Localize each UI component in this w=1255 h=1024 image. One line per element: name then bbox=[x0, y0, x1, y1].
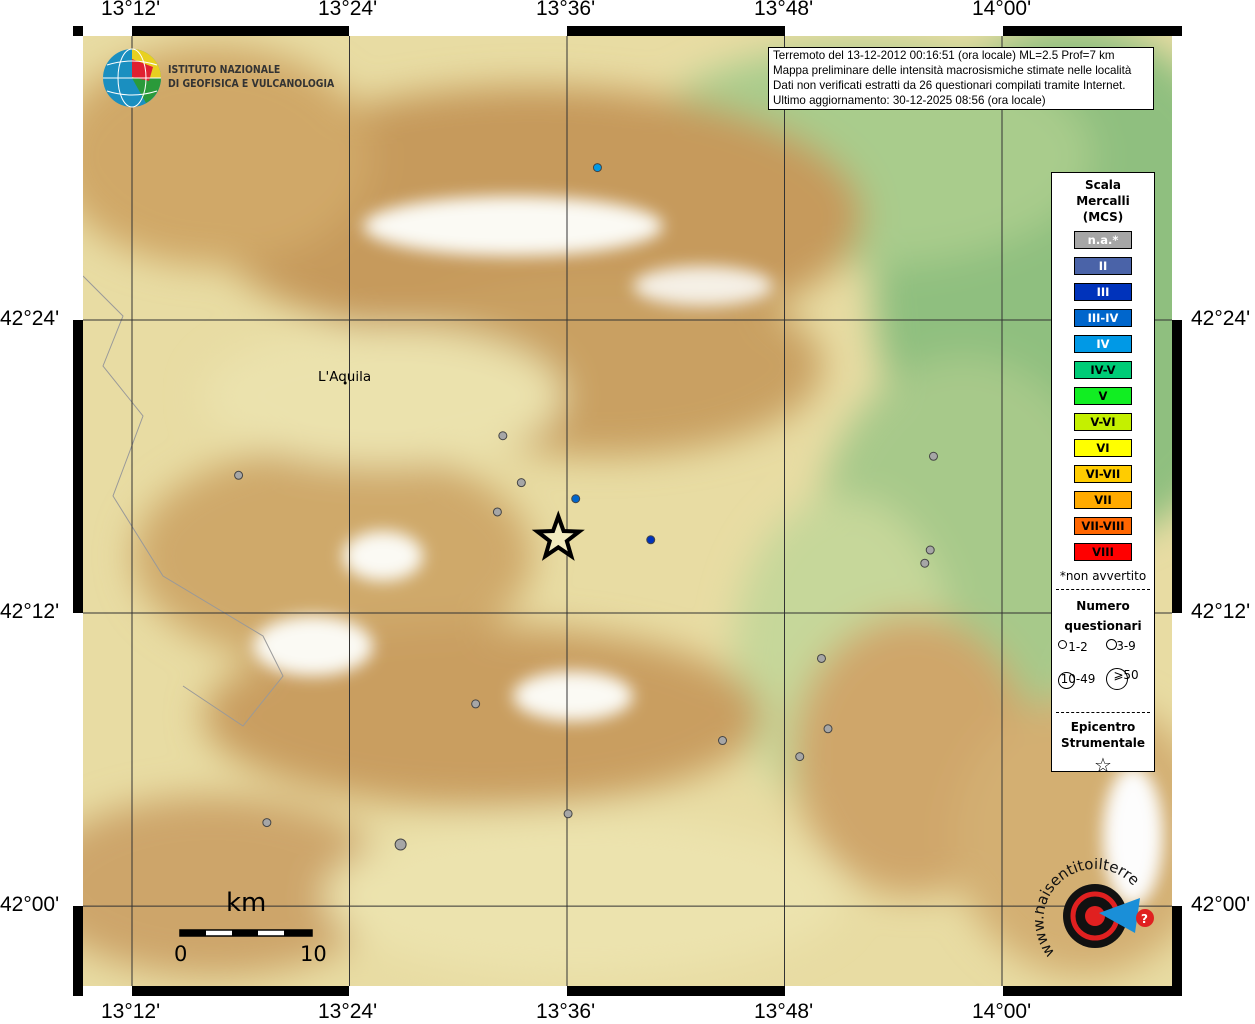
lon-tick-top: 13°48' bbox=[754, 0, 814, 20]
intensity-swatch: VI-VII bbox=[1074, 465, 1132, 483]
observation-point bbox=[516, 478, 526, 488]
event-line: Terremoto del 13-12-2012 00:16:51 (ora l… bbox=[773, 49, 1115, 62]
terrain bbox=[83, 36, 1172, 986]
lon-tick-bottom: 14°00' bbox=[972, 1000, 1032, 1023]
observation-point bbox=[920, 558, 930, 568]
observation-point bbox=[592, 163, 602, 173]
observation-point bbox=[563, 809, 573, 819]
frame-segment bbox=[83, 986, 132, 996]
lon-tick-bottom: 13°36' bbox=[536, 1000, 596, 1023]
observation-point bbox=[646, 535, 656, 545]
intensity-swatch: VII-VIII bbox=[1074, 517, 1132, 535]
lon-tick-top: 13°12' bbox=[101, 0, 161, 20]
scalebar-min: 0 bbox=[174, 942, 188, 966]
intensity-swatch: III-IV bbox=[1074, 309, 1132, 327]
event-info-box: Terremoto del 13-12-2012 00:16:51 (ora l… bbox=[768, 47, 1154, 110]
svg-text:?: ? bbox=[1141, 912, 1148, 926]
frame-segment bbox=[349, 986, 567, 996]
size-circle-icon bbox=[1106, 639, 1117, 650]
star-icon: ☆ bbox=[1094, 753, 1112, 777]
epicenter-title: Epicentro Strumentale bbox=[1060, 720, 1146, 750]
lon-tick-bottom: 13°48' bbox=[754, 1000, 814, 1023]
haisentitoilterremoto-logo[interactable]: www.haisentitoilterremoto.it ? bbox=[1035, 858, 1160, 976]
count-sizes: 1-2 3-9 10-49 ⩾50 bbox=[1052, 636, 1154, 706]
lat-tick-left: 42°24' bbox=[0, 307, 60, 330]
data-note: Dati non verificati estratti da 26 quest… bbox=[773, 79, 1126, 92]
intensity-swatch: V bbox=[1074, 387, 1132, 405]
legend-note: *non avvertito bbox=[1059, 569, 1147, 583]
size-circle-icon bbox=[1058, 672, 1075, 689]
frame-segment bbox=[785, 26, 1003, 36]
lon-tick-top: 13°24' bbox=[318, 0, 378, 20]
intensity-swatch: IV bbox=[1074, 335, 1132, 353]
ingv-name: ISTITUTO NAZIONALE DI GEOFISICA E VULCANO… bbox=[168, 63, 335, 90]
observation-point bbox=[928, 451, 938, 461]
scalebar bbox=[179, 929, 313, 937]
count-label: 3-9 bbox=[1116, 639, 1136, 653]
legend: Scala Mercalli (MCS) n.a.* II III III-IV IV IV-… bbox=[1051, 172, 1155, 777]
frame-segment bbox=[73, 36, 83, 320]
intensity-swatch: VI bbox=[1074, 439, 1132, 457]
city-label: L'Aquila bbox=[318, 369, 372, 385]
lon-tick-top: 13°36' bbox=[536, 0, 596, 20]
intensity-scale: n.a.* II III III-IV IV IV-V V V-VI VI VI-VII VII VI… bbox=[1052, 231, 1154, 561]
divider bbox=[1056, 589, 1150, 590]
ingv-globe-logo bbox=[103, 48, 161, 108]
lon-tick-bottom: 13°12' bbox=[101, 1000, 161, 1023]
intensity-swatch: n.a.* bbox=[1074, 231, 1132, 249]
frame-segment bbox=[349, 26, 567, 36]
lon-tick-top: 14°00' bbox=[972, 0, 1032, 20]
legend-title: Scala Mercalli (MCS) bbox=[1076, 178, 1130, 224]
frame-segment bbox=[1172, 613, 1182, 906]
graticule bbox=[83, 36, 1172, 986]
map-description: Mappa preliminare delle intensità macros… bbox=[773, 64, 1132, 77]
intensity-swatch: III bbox=[1074, 283, 1132, 301]
observation-point bbox=[471, 699, 481, 709]
size-circle-icon bbox=[1106, 668, 1128, 690]
lat-tick-right: 42°12' bbox=[1191, 600, 1251, 623]
observation-point bbox=[234, 470, 244, 480]
last-update: Ultimo aggiornamento: 30-12-2025 08:56 (… bbox=[773, 94, 1046, 107]
scalebar-unit: km bbox=[226, 888, 267, 918]
count-label: 1-2 bbox=[1068, 640, 1088, 654]
lon-tick-bottom: 13°24' bbox=[318, 1000, 378, 1023]
lat-tick-left: 42°12' bbox=[0, 600, 60, 623]
observation-point bbox=[394, 838, 407, 851]
lat-tick-right: 42°00' bbox=[1191, 893, 1251, 916]
intensity-swatch: VIII bbox=[1074, 543, 1132, 561]
intensity-swatch: V-VI bbox=[1074, 413, 1132, 431]
intensity-swatch: VII bbox=[1074, 491, 1132, 509]
observation-point bbox=[816, 653, 826, 663]
intensity-swatch: IV-V bbox=[1074, 361, 1132, 379]
frame-segment bbox=[73, 613, 83, 906]
count-title: Numero questionari bbox=[1064, 599, 1142, 633]
observation-point bbox=[795, 752, 805, 762]
frame-segment bbox=[83, 26, 132, 36]
observation-point bbox=[925, 545, 935, 555]
city-marker bbox=[343, 381, 347, 385]
lat-tick-right: 42°24' bbox=[1191, 307, 1251, 330]
size-circle-icon bbox=[1058, 640, 1067, 649]
observation-point bbox=[492, 507, 502, 517]
observation-points bbox=[234, 163, 938, 851]
epicenter-star-icon bbox=[531, 510, 585, 561]
epicenter-star bbox=[531, 510, 585, 561]
frame-segment bbox=[1172, 36, 1182, 320]
divider bbox=[1056, 712, 1150, 713]
lat-tick-left: 42°00' bbox=[0, 893, 60, 916]
intensity-map[interactable] bbox=[83, 36, 1172, 986]
observation-point bbox=[823, 724, 833, 734]
observation-point bbox=[718, 736, 728, 746]
observation-point bbox=[262, 818, 272, 828]
frame-segment bbox=[785, 986, 1003, 996]
scalebar-max: 10 bbox=[300, 942, 327, 966]
intensity-swatch: II bbox=[1074, 257, 1132, 275]
observation-point bbox=[498, 431, 508, 441]
observation-point bbox=[571, 494, 581, 504]
